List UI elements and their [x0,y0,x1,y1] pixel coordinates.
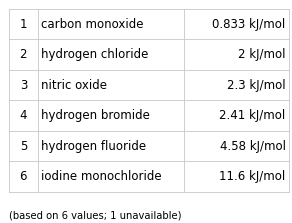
Text: carbon monoxide: carbon monoxide [41,18,144,31]
Text: 1: 1 [20,18,27,31]
Text: 5: 5 [20,140,27,153]
Text: 11.6 kJ/mol: 11.6 kJ/mol [219,170,286,183]
Text: 4.58 kJ/mol: 4.58 kJ/mol [220,140,286,153]
Text: nitric oxide: nitric oxide [41,79,107,92]
Text: hydrogen fluoride: hydrogen fluoride [41,140,147,153]
Text: 2 kJ/mol: 2 kJ/mol [238,48,286,61]
Text: 2: 2 [20,48,27,61]
Text: 4: 4 [20,109,27,122]
Text: (based on 6 values; 1 unavailable): (based on 6 values; 1 unavailable) [9,211,181,221]
Text: 2.41 kJ/mol: 2.41 kJ/mol [219,109,286,122]
Text: iodine monochloride: iodine monochloride [41,170,162,183]
Text: 2.3 kJ/mol: 2.3 kJ/mol [227,79,286,92]
Text: hydrogen chloride: hydrogen chloride [41,48,149,61]
Text: 3: 3 [20,79,27,92]
Text: 6: 6 [20,170,27,183]
Text: 0.833 kJ/mol: 0.833 kJ/mol [212,18,286,31]
Text: hydrogen bromide: hydrogen bromide [41,109,150,122]
